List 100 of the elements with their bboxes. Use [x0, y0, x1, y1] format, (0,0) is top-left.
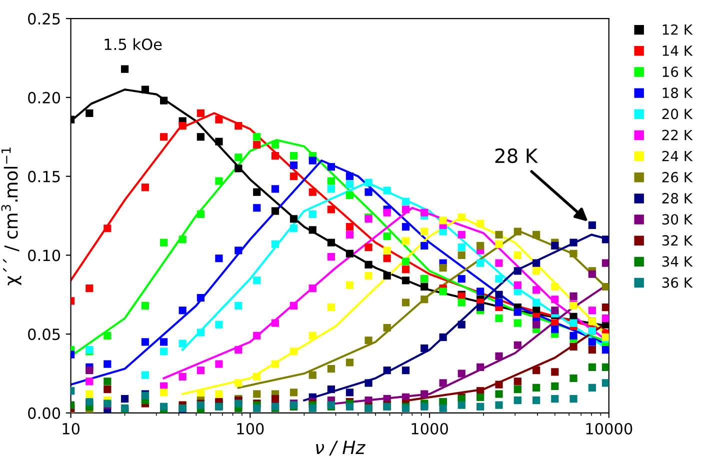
point	[364, 188, 372, 196]
point	[178, 340, 186, 348]
point	[160, 388, 168, 396]
point	[290, 388, 298, 396]
point	[141, 338, 150, 346]
point	[476, 303, 484, 312]
y-tick-label: 0.25	[28, 13, 60, 25]
point	[458, 230, 466, 238]
point	[495, 259, 503, 267]
point	[458, 251, 466, 260]
point	[215, 360, 223, 368]
point	[234, 302, 242, 310]
point	[196, 133, 205, 141]
point	[588, 306, 596, 314]
point	[160, 96, 168, 104]
point	[588, 384, 596, 392]
y-tick-label: 0.05	[28, 328, 60, 340]
point	[271, 207, 280, 215]
point	[160, 348, 168, 356]
point	[196, 294, 205, 302]
point	[215, 254, 223, 262]
point	[383, 254, 391, 262]
point	[383, 366, 391, 374]
point	[104, 385, 112, 394]
point	[420, 296, 428, 304]
point	[532, 298, 540, 306]
point	[458, 370, 466, 378]
point	[514, 378, 522, 386]
point	[86, 109, 94, 118]
point	[290, 152, 298, 160]
point	[86, 390, 94, 398]
point	[215, 320, 223, 328]
point	[588, 221, 596, 230]
point	[439, 216, 447, 224]
point	[476, 259, 484, 267]
point	[346, 281, 354, 289]
point	[327, 364, 335, 373]
legend-label: 26 K	[662, 172, 693, 182]
point	[308, 404, 316, 412]
point	[327, 177, 335, 185]
point	[104, 224, 112, 232]
point	[346, 180, 354, 188]
point	[234, 246, 242, 254]
point	[551, 394, 559, 403]
point	[141, 86, 150, 94]
point	[588, 270, 596, 278]
point	[327, 163, 335, 171]
point	[196, 109, 205, 118]
point	[253, 188, 261, 196]
point	[346, 388, 354, 396]
point	[141, 371, 150, 379]
point	[308, 226, 316, 234]
point	[346, 230, 354, 238]
x-tick-label: 100	[237, 422, 264, 435]
point	[458, 275, 466, 283]
point	[476, 393, 484, 401]
point	[271, 185, 280, 193]
point	[476, 288, 484, 296]
legend-label: 36 K	[662, 277, 693, 288]
point	[402, 206, 410, 214]
legend-label: 28 K	[662, 193, 693, 204]
point	[439, 404, 447, 412]
point	[364, 260, 372, 268]
point	[476, 363, 484, 372]
point	[495, 401, 503, 409]
point	[495, 230, 503, 238]
point	[141, 184, 150, 192]
point	[383, 232, 391, 240]
point	[364, 336, 372, 344]
legend-label: 20 K	[662, 108, 693, 120]
point	[253, 133, 261, 141]
point	[420, 242, 428, 250]
point	[458, 298, 466, 306]
point	[327, 185, 335, 193]
point	[402, 298, 410, 306]
point	[514, 385, 522, 394]
point	[253, 404, 261, 412]
point	[570, 292, 578, 300]
y-tick-label: 0.15	[28, 170, 60, 182]
point	[514, 267, 522, 275]
point	[234, 164, 242, 172]
point	[570, 394, 578, 403]
point	[271, 319, 280, 327]
point	[514, 396, 522, 404]
point	[364, 244, 372, 252]
point	[495, 275, 503, 283]
point	[160, 238, 168, 246]
point	[402, 366, 410, 374]
legend-label: 16 K	[662, 66, 693, 78]
point	[551, 382, 559, 390]
point	[253, 140, 261, 149]
x-tick-label: 10	[62, 422, 80, 435]
point	[327, 385, 335, 394]
legend-label: 12 K	[662, 24, 693, 35]
point	[346, 223, 354, 231]
point	[253, 276, 261, 284]
point	[551, 326, 559, 334]
point	[402, 198, 410, 206]
point	[439, 379, 447, 387]
point	[420, 390, 428, 398]
